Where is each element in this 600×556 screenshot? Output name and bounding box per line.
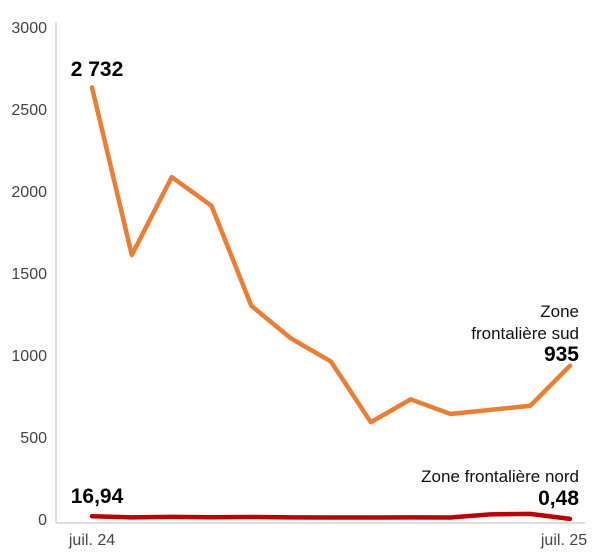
sud-start-data-label: 2 732	[71, 58, 124, 81]
sud-end-data-label: 935	[544, 343, 579, 366]
y-tick-label-3: 1500	[11, 266, 47, 283]
y-tick-label-0: 0	[38, 512, 47, 529]
nord-start-data-label: 16,94	[71, 485, 124, 508]
sud-series-label-line-1: Zone	[540, 302, 579, 321]
y-tick-label-2: 1000	[11, 348, 47, 365]
x-tick-label-0: juil. 24	[68, 532, 115, 549]
series-line-0	[89, 85, 573, 425]
y-tick-label-5: 2500	[11, 102, 47, 119]
nord-series-label: Zone frontalière nord	[421, 467, 579, 486]
series-line-1	[89, 511, 573, 522]
nord-end-data-label: 0,48	[538, 487, 579, 510]
y-tick-label-4: 2000	[11, 184, 47, 201]
sud-series-label-line-2: frontalière sud	[471, 324, 579, 343]
y-tick-label-1: 500	[20, 430, 47, 447]
x-tick-label-1: juil. 25	[540, 532, 587, 549]
y-tick-label-6: 3000	[11, 20, 47, 37]
